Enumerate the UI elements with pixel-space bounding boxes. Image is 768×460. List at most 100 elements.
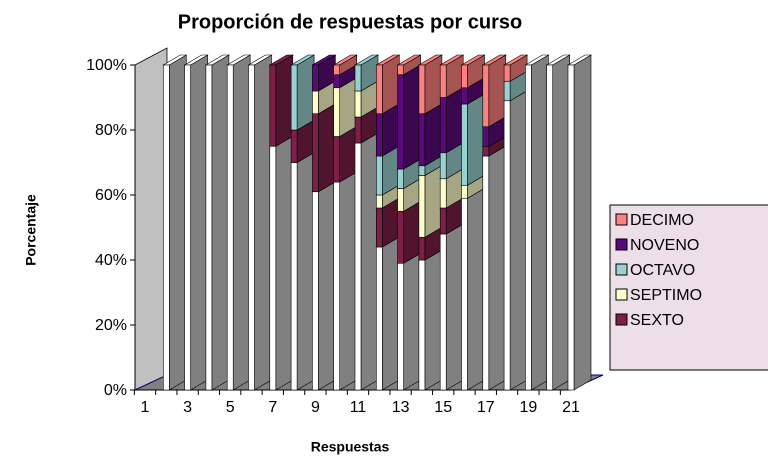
x-tick-label: 13 [392,399,410,416]
bar-side [296,54,315,131]
bar-segment [439,97,447,154]
bar-side [296,151,315,391]
legend-swatch [615,288,628,301]
y-tick-label: 40% [95,252,127,269]
bar-side [445,86,464,154]
bar-side [531,54,549,391]
y-tick-label: 80% [95,122,127,139]
bar-side [339,171,358,391]
bar-side [254,54,272,391]
bar-segment [461,103,468,186]
y-tick-label: 100% [86,57,127,74]
bar-segment [418,236,426,261]
x-tick-label: 15 [434,399,452,416]
x-tick-label: 1 [141,399,150,416]
bar-side [424,164,443,238]
legend-swatch [615,213,628,226]
bar-segment [397,210,404,264]
bar-side [360,132,379,391]
bar-segment [226,64,234,391]
bar-segment [354,64,362,92]
bar-segment [482,126,490,147]
bar-segment [333,136,341,183]
bar-side [424,103,443,167]
bar-side [381,236,400,391]
bar-segment [418,113,426,167]
bar-side [445,223,464,391]
bar-segment [418,64,426,115]
bar-side [467,187,485,391]
bar-segment [482,155,490,391]
x-tick-label: 19 [520,399,538,416]
x-tick-label: 3 [183,399,192,416]
bar-segment [397,188,404,212]
legend-label: DECIMO [630,212,694,229]
bar-side [403,64,421,170]
bar-segment [567,64,575,391]
bar-segment [546,64,554,391]
legend-swatch [615,313,628,326]
x-axis-label: Respuestas [311,439,390,455]
bar-side [424,249,443,391]
bar-segment [333,74,341,89]
bar-segment [269,64,277,147]
bar-segment [439,152,447,180]
legend-label: SEXTO [630,312,684,329]
x-tick-label: 17 [477,399,495,416]
bar-side [318,103,336,193]
bar-side [552,54,571,391]
bar-side [488,145,507,391]
bar-segment [461,87,468,105]
legend-label: NOVENO [630,237,699,254]
y-tick-label: 20% [95,317,127,334]
bar-segment [482,64,490,128]
bar-segment [461,64,468,89]
bar-segment [163,64,170,391]
bar-segment [184,64,191,391]
bar-segment [397,64,404,76]
bar-side [232,54,251,391]
bar-side [403,252,421,391]
bar-segment [354,116,362,144]
bar-segment [333,64,341,76]
bar-side [275,54,294,147]
y-axis-label: Porcentaje [23,194,39,266]
bar-segment [397,168,404,189]
bar-segment [354,142,362,391]
bar-segment [525,64,532,391]
legend-swatch [615,263,628,276]
x-tick-label: 7 [268,399,277,416]
bar-segment [503,100,511,391]
bar-side [467,93,485,186]
bar-segment [375,194,383,209]
bar-side [318,181,336,391]
x-tick-label: 21 [562,399,580,416]
x-tick-label: 11 [350,399,367,416]
bar-segment [375,155,383,196]
bar-segment [397,74,404,170]
bar-side [488,54,507,128]
bar-side [573,54,592,391]
bar-side [403,200,421,264]
bar-segment [418,165,426,176]
bar-side [211,54,230,391]
bar-side [190,54,208,391]
bar-segment [503,64,511,82]
bar-segment [290,64,298,131]
bar-segment [290,129,298,163]
bar-side [275,135,294,391]
bar-segment [312,113,319,193]
bar-segment [312,64,319,92]
bar-segment [397,262,404,391]
bar-segment [312,191,319,391]
bar-segment [375,64,383,115]
bar-segment [418,259,426,391]
bar-segment [354,90,362,118]
bar-segment [482,145,490,157]
x-tick-label: 5 [226,399,235,416]
bar-segment [205,64,213,391]
x-tick-label: 9 [311,399,320,416]
y-tick-label: 60% [95,187,127,204]
y-tick-label: 0% [104,382,127,399]
